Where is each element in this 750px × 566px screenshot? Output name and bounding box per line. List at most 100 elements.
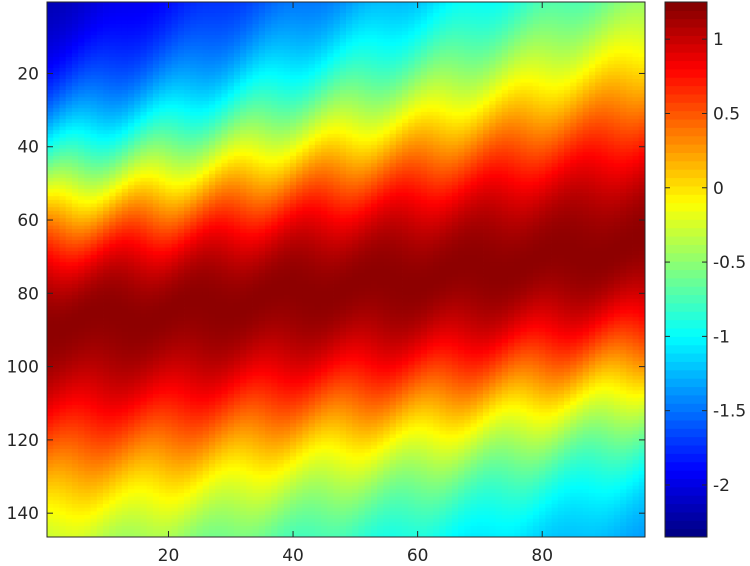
heatmap-cell: [196, 210, 204, 215]
heatmap-cell: [71, 38, 79, 43]
heatmap-cell: [59, 386, 67, 391]
heatmap-cell: [233, 489, 241, 494]
heatmap-cell: [84, 115, 92, 120]
heatmap-cell: [71, 482, 79, 487]
heatmap-cell: [252, 401, 260, 406]
heatmap-cell: [65, 328, 73, 333]
heatmap-cell: [96, 452, 104, 457]
heatmap-cell: [171, 445, 179, 450]
heatmap-cell: [84, 408, 92, 413]
heatmap-cell: [240, 16, 247, 21]
heatmap-cell: [208, 302, 216, 307]
heatmap-cell: [190, 64, 197, 69]
heatmap-cell: [171, 383, 179, 388]
heatmap-cell: [109, 89, 116, 95]
heatmap-cell: [47, 456, 54, 461]
heatmap-cell: [146, 53, 154, 58]
heatmap-cell: [240, 93, 247, 98]
heatmap-cell: [53, 372, 60, 377]
heatmap-cell: [252, 111, 260, 116]
heatmap-cell: [71, 489, 79, 494]
heatmap-cell: [196, 214, 204, 219]
heatmap-cell: [165, 364, 172, 369]
heatmap-cell: [184, 452, 191, 457]
heatmap-cell: [96, 100, 104, 105]
heatmap-cell: [171, 427, 179, 432]
heatmap-cell: [227, 390, 235, 395]
heatmap-cell: [134, 218, 141, 223]
heatmap-cell: [96, 478, 104, 483]
heatmap-cell: [90, 2, 98, 7]
heatmap-cell: [202, 434, 210, 439]
heatmap-cell: [59, 511, 67, 516]
heatmap-cell: [115, 86, 123, 91]
heatmap-cell: [215, 203, 222, 208]
heatmap-cell: [59, 159, 67, 164]
heatmap-cell: [47, 346, 54, 351]
heatmap-cell: [233, 361, 241, 366]
heatmap-cell: [140, 504, 148, 509]
heatmap-cell: [184, 67, 191, 73]
heatmap-cell: [177, 89, 185, 95]
heatmap-cell: [165, 287, 172, 292]
heatmap-cell: [233, 298, 241, 303]
heatmap-cell: [233, 331, 241, 336]
heatmap-cell: [53, 529, 60, 534]
heatmap-cell: [208, 368, 216, 373]
heatmap-cell: [190, 478, 197, 483]
heatmap-cell: [184, 478, 191, 483]
heatmap-cell: [71, 100, 79, 105]
heatmap-cell: [103, 210, 110, 215]
heatmap-cell: [109, 265, 116, 270]
heatmap-cell: [140, 192, 148, 197]
heatmap-cell: [215, 192, 222, 197]
heatmap-cell: [233, 386, 241, 391]
heatmap-cell: [59, 89, 67, 95]
heatmap-cell: [96, 232, 104, 237]
heatmap-cell: [140, 372, 148, 377]
heatmap-cell: [202, 485, 210, 490]
heatmap-cell: [103, 427, 110, 432]
heatmap-cell: [159, 320, 166, 325]
heatmap-cell: [159, 350, 166, 355]
heatmap-cell: [152, 405, 160, 410]
heatmap-cell: [121, 430, 129, 435]
heatmap-cell: [233, 306, 241, 311]
heatmap-cell: [227, 23, 235, 29]
heatmap-cell: [65, 265, 73, 270]
heatmap-cell: [115, 148, 123, 153]
heatmap-cell: [96, 273, 104, 278]
heatmap-cell: [184, 412, 191, 417]
heatmap-cell: [252, 130, 260, 135]
heatmap-cell: [65, 405, 73, 410]
heatmap-cell: [109, 449, 116, 454]
heatmap-cell: [208, 416, 216, 421]
heatmap-cell: [53, 419, 60, 424]
heatmap-cell: [103, 269, 110, 274]
heatmap-cell: [96, 529, 104, 534]
heatmap-cell: [221, 185, 229, 190]
heatmap-cell: [78, 221, 85, 226]
heatmap-cell: [103, 401, 110, 406]
heatmap-cell: [96, 45, 104, 51]
heatmap-cell: [184, 434, 191, 439]
heatmap-cell: [140, 49, 148, 54]
heatmap-cell: [53, 214, 60, 219]
heatmap-cell: [240, 518, 247, 523]
heatmap-cell: [65, 474, 73, 479]
heatmap-cell: [184, 302, 191, 307]
heatmap-cell: [84, 441, 92, 446]
heatmap-cell: [121, 412, 129, 417]
heatmap-cell: [196, 324, 204, 329]
heatmap-cell: [78, 137, 85, 142]
heatmap-cell: [177, 412, 185, 417]
heatmap-cell: [146, 485, 154, 490]
heatmap-cell: [84, 313, 92, 318]
heatmap-cell: [90, 291, 98, 296]
heatmap-cell: [121, 280, 129, 285]
heatmap-cell: [59, 207, 67, 212]
heatmap-cell: [240, 416, 247, 421]
heatmap-cell: [65, 309, 73, 314]
heatmap-cell: [252, 500, 260, 505]
heatmap-cell: [184, 49, 191, 54]
